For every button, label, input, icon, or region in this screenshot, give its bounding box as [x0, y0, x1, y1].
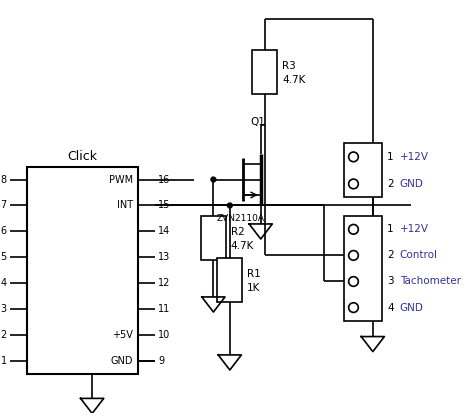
- Text: 3: 3: [0, 304, 7, 314]
- Text: 2: 2: [387, 250, 394, 260]
- Text: 6: 6: [0, 226, 7, 236]
- Text: 10: 10: [158, 330, 171, 340]
- Text: 16: 16: [158, 174, 171, 184]
- Text: 3: 3: [387, 276, 394, 286]
- Text: +5V: +5V: [112, 330, 133, 340]
- Text: 1: 1: [387, 224, 394, 234]
- Text: R1: R1: [247, 269, 261, 279]
- Text: 15: 15: [158, 200, 171, 210]
- Text: +12V: +12V: [400, 152, 429, 162]
- Text: Q1: Q1: [250, 116, 265, 126]
- Text: Control: Control: [400, 250, 438, 260]
- Text: 1K: 1K: [247, 283, 261, 293]
- Bar: [201, 216, 226, 260]
- Text: 12: 12: [158, 278, 171, 289]
- Text: 4: 4: [387, 302, 394, 312]
- Text: ZVN2110A: ZVN2110A: [216, 214, 264, 223]
- Text: 4.7K: 4.7K: [231, 241, 254, 251]
- Text: 2: 2: [0, 330, 7, 340]
- Bar: [252, 50, 277, 94]
- Text: 14: 14: [158, 226, 171, 236]
- Text: 13: 13: [158, 252, 171, 262]
- Circle shape: [228, 203, 232, 208]
- Bar: [344, 143, 383, 197]
- Text: +12V: +12V: [400, 224, 429, 234]
- Text: INT: INT: [117, 200, 133, 210]
- Text: 2: 2: [387, 179, 394, 189]
- Text: GND: GND: [400, 179, 424, 189]
- Text: GND: GND: [111, 356, 133, 366]
- Circle shape: [211, 177, 216, 182]
- Text: 4: 4: [0, 278, 7, 289]
- Bar: [217, 258, 242, 302]
- Text: R2: R2: [231, 228, 245, 237]
- Bar: [344, 216, 383, 321]
- Text: 7: 7: [0, 200, 7, 210]
- Text: 4.7K: 4.7K: [282, 75, 305, 85]
- Bar: [27, 166, 138, 374]
- Text: PWM: PWM: [109, 174, 133, 184]
- Text: 1: 1: [387, 152, 394, 162]
- Text: 8: 8: [0, 174, 7, 184]
- Text: 1: 1: [0, 356, 7, 366]
- Text: Tachometer: Tachometer: [400, 276, 461, 286]
- Text: 11: 11: [158, 304, 171, 314]
- Text: R3: R3: [282, 61, 296, 71]
- Text: Click: Click: [67, 150, 98, 163]
- Text: 9: 9: [158, 356, 164, 366]
- Text: 5: 5: [0, 252, 7, 262]
- Text: GND: GND: [400, 302, 424, 312]
